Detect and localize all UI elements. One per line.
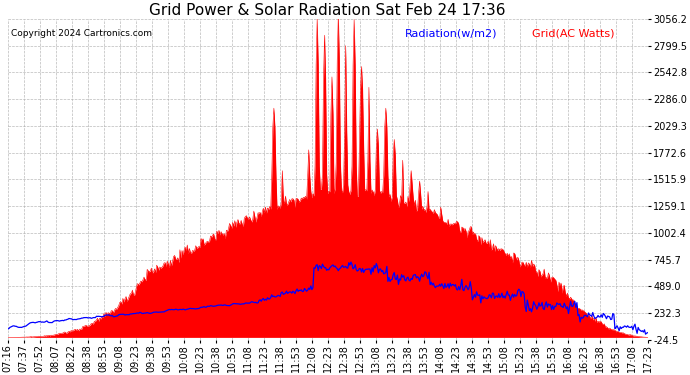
Text: Grid(AC Watts): Grid(AC Watts) <box>533 28 615 39</box>
Title: Grid Power & Solar Radiation Sat Feb 24 17:36: Grid Power & Solar Radiation Sat Feb 24 … <box>150 3 506 18</box>
Text: Copyright 2024 Cartronics.com: Copyright 2024 Cartronics.com <box>11 28 152 38</box>
Text: Radiation(w/m2): Radiation(w/m2) <box>404 28 497 39</box>
